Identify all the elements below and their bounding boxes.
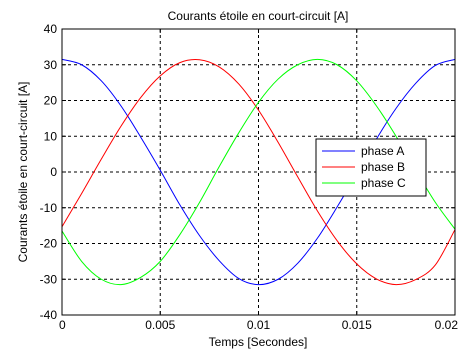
series-lines xyxy=(61,58,456,286)
series-line-phase-b xyxy=(61,59,456,286)
x-tick-labels: 0 0.005 0.01 0.015 0.02 xyxy=(59,318,458,332)
chart-title: Courants étoile en court-circuit [A] xyxy=(168,9,349,23)
y-tick-label: 10 xyxy=(44,129,58,143)
x-tick-label: 0 xyxy=(59,318,66,332)
x-tick-label: 0.015 xyxy=(342,318,372,332)
legend-label: phase B xyxy=(361,160,405,174)
legend-label: phase C xyxy=(361,176,406,190)
y-tick-label: -40 xyxy=(40,308,58,322)
y-tick-label: -20 xyxy=(40,237,58,251)
y-tick-label: 20 xyxy=(44,94,58,108)
y-tick-label: -30 xyxy=(40,272,58,286)
series-line-phase-c xyxy=(61,58,456,286)
x-tick-label: 0.005 xyxy=(145,318,175,332)
legend-label: phase A xyxy=(361,144,404,158)
y-axis-label: Courants étoile en court-circuit [A] xyxy=(16,82,30,263)
tick-marks xyxy=(61,28,456,316)
y-tick-label: 0 xyxy=(50,165,57,179)
y-tick-label: -10 xyxy=(40,201,58,215)
x-tick-label: 0.02 xyxy=(435,318,459,332)
x-tick-label: 0.01 xyxy=(247,318,271,332)
y-tick-label: 40 xyxy=(44,22,58,36)
x-axis-label: Temps [Secondes] xyxy=(209,335,308,349)
y-tick-labels: -40 -30 -20 -10 0 10 20 30 40 xyxy=(40,22,58,322)
legend: phase A phase B phase C xyxy=(315,138,427,197)
y-tick-label: 30 xyxy=(44,58,58,72)
series-line-phase-a xyxy=(61,58,456,286)
